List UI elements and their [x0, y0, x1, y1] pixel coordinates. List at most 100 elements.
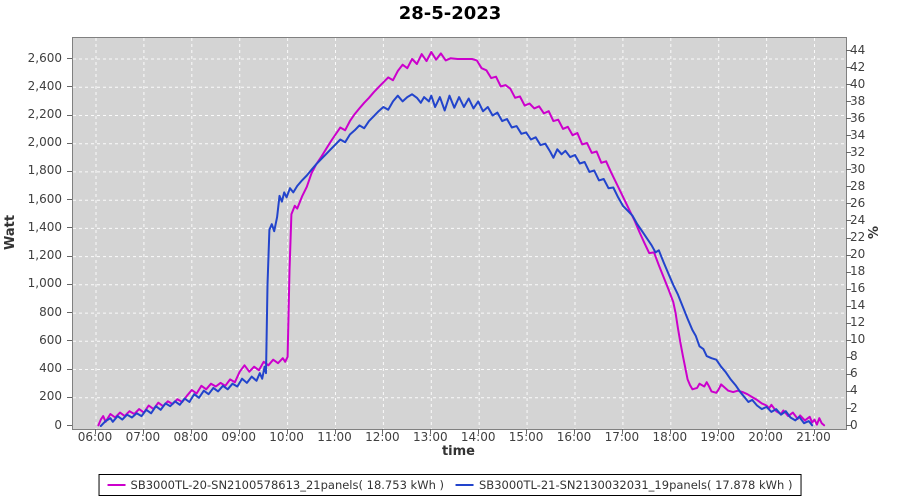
pct-tick-mark [846, 322, 851, 324]
time-tick-label: 07:00 [125, 430, 161, 444]
pct-tick-mark [846, 408, 851, 409]
watt-tick-label: 1,000 [27, 276, 62, 291]
pct-tick-label: 6 [850, 366, 858, 381]
pct-tick-label: 42 [850, 59, 866, 74]
legend: SB3000TL-20-SN2100578613_21panels( 18.75… [98, 474, 802, 496]
pct-tick-label: 30 [850, 161, 866, 176]
pct-tick-mark [846, 169, 851, 171]
watt-tick-label: 800 [39, 304, 62, 319]
watt-tick-label: 2,400 [27, 78, 62, 93]
pct-tick-mark [846, 152, 851, 154]
watt-tick-label: 400 [39, 361, 62, 375]
time-tick-label: 09:00 [221, 430, 256, 444]
watt-tick-mark [67, 312, 72, 314]
time-tick-label: 08:00 [173, 430, 209, 444]
legend-entry-sb3000tl-21: SB3000TL-21-SN2130032031_19panels( 17.87… [456, 478, 792, 492]
pct-tick-mark [846, 237, 851, 239]
time-tick-mark [574, 429, 575, 434]
pct-tick-mark [846, 288, 851, 290]
legend-swatch-magenta [107, 484, 126, 486]
pct-tick-mark [846, 50, 851, 51]
time-tick-mark [430, 429, 432, 434]
time-tick-label: 15:00 [508, 430, 544, 444]
time-tick-mark [621, 429, 623, 434]
pct-tick-label: 44 [850, 42, 866, 57]
time-tick-label: 20:00 [748, 430, 783, 444]
pct-tick-mark [846, 220, 851, 222]
watt-tick-label: 600 [39, 332, 62, 347]
watt-tick-mark [67, 283, 72, 285]
watt-tick-label: 1,600 [27, 191, 62, 206]
pct-tick-mark [846, 186, 851, 188]
pct-tick-label: 18 [850, 264, 866, 279]
plot-canvas [73, 38, 846, 429]
pct-tick-mark [846, 118, 851, 120]
pct-tick-label: 28 [850, 178, 866, 193]
pct-tick-label: 24 [850, 212, 866, 227]
time-tick-label: 11:00 [317, 430, 352, 444]
watt-tick-mark [67, 199, 72, 201]
watt-tick-mark [67, 396, 72, 398]
series-line-sb3000tl-20 [97, 51, 826, 427]
pct-tick-mark [846, 271, 851, 273]
pct-tick-label: 12 [850, 315, 866, 330]
legend-swatch-blue [456, 484, 474, 486]
watt-tick-mark [67, 425, 72, 426]
watt-tick-mark [67, 255, 72, 257]
legend-entry-sb3000tl-20: SB3000TL-20-SN2100578613_21panels( 18.75… [107, 478, 444, 492]
time-tick-mark [382, 429, 384, 434]
plot-area [72, 37, 847, 430]
time-tick-mark [526, 429, 528, 434]
pct-tick-label: 20 [850, 247, 866, 261]
time-tick-mark [669, 429, 671, 434]
time-tick-label: 21:00 [796, 430, 831, 444]
legend-label: SB3000TL-21-SN2130032031_19panels( 17.87… [479, 478, 793, 492]
time-tick-mark [190, 429, 192, 434]
pct-tick-mark [846, 135, 851, 137]
pct-tick-label: 38 [850, 93, 866, 108]
pct-tick-mark [846, 84, 851, 86]
pct-tick-mark [846, 356, 851, 358]
pct-tick-mark [846, 390, 851, 392]
watt-tick-label: 1,400 [27, 219, 62, 234]
pct-tick-mark [846, 425, 851, 426]
watt-tick-mark [67, 227, 72, 229]
watt-tick-label: 200 [39, 389, 62, 404]
time-tick-label: 17:00 [604, 430, 640, 444]
time-tick-mark [813, 429, 815, 434]
time-tick-label: 12:00 [365, 430, 400, 444]
watt-tick-mark [67, 142, 72, 144]
watt-tick-mark [67, 86, 72, 88]
pct-tick-label: 22 [850, 230, 866, 244]
watt-tick-mark [67, 368, 72, 370]
pct-tick-label: 32 [850, 144, 866, 159]
x-axis-title: time [441, 444, 476, 459]
time-tick-label: 10:00 [269, 430, 304, 444]
time-tick-mark [334, 429, 336, 434]
pct-tick-mark [846, 305, 851, 307]
pct-tick-label: 16 [850, 281, 866, 296]
watt-tick-mark [67, 340, 72, 342]
pct-tick-mark [846, 203, 851, 205]
pct-tick-label: 4 [850, 383, 858, 398]
time-tick-label: 16:00 [556, 430, 592, 444]
time-tick-mark [717, 429, 719, 434]
watt-tick-mark [67, 114, 72, 116]
watt-tick-label: 0 [54, 417, 62, 432]
pct-tick-label: 36 [850, 110, 866, 125]
watt-tick-label: 2,600 [27, 50, 62, 65]
watt-tick-mark [67, 170, 72, 172]
pct-tick-mark [846, 101, 851, 103]
watt-tick-mark [67, 58, 72, 59]
pct-tick-label: 10 [850, 332, 866, 347]
pct-tick-label: 14 [850, 298, 866, 313]
time-tick-mark [95, 429, 96, 434]
pct-tick-label: 34 [850, 127, 866, 142]
watt-tick-label: 2,000 [27, 135, 62, 150]
pct-tick-mark [846, 254, 851, 256]
time-tick-mark [238, 429, 240, 434]
watt-tick-label: 1,800 [27, 163, 62, 178]
pct-tick-mark [846, 339, 851, 341]
time-tick-mark [765, 429, 767, 434]
time-tick-label: 14:00 [460, 430, 496, 444]
